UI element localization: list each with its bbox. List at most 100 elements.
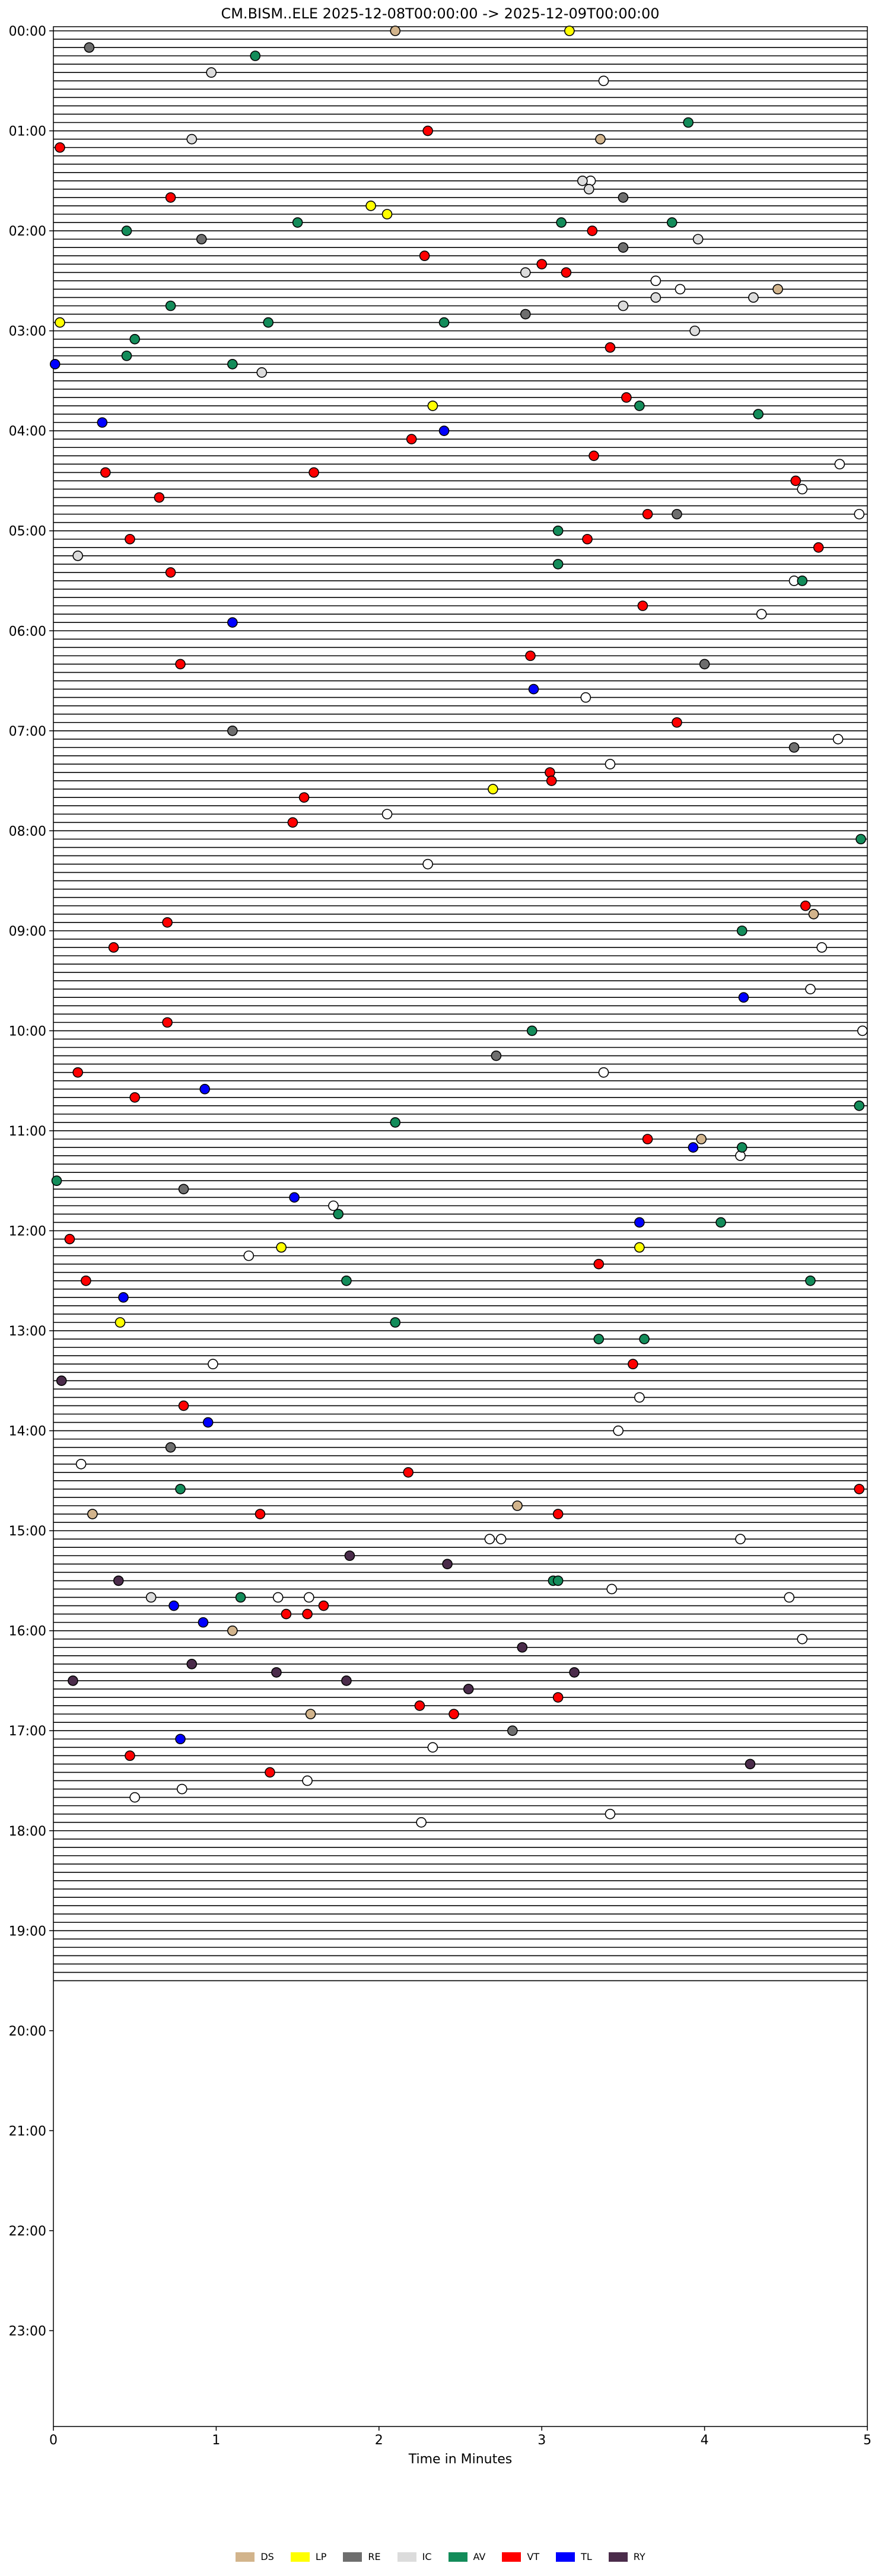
event-marker-re [788, 742, 800, 753]
event-marker-lp [381, 209, 393, 220]
event-marker-ic [857, 1025, 868, 1036]
event-marker-vt [125, 533, 135, 545]
event-marker-ry [271, 1667, 282, 1678]
legend-item: RY [608, 2551, 645, 2562]
event-marker-vt [589, 450, 599, 462]
event-marker-vt [854, 1484, 865, 1494]
event-marker-lp [488, 784, 498, 794]
y-tick-label: 17:00 [9, 1724, 46, 1739]
legend-item: IC [397, 2551, 432, 2562]
legend-label: DS [260, 2551, 274, 2562]
event-marker-ic [606, 1583, 617, 1595]
event-marker-av [333, 1209, 344, 1220]
event-marker-av [175, 1484, 186, 1494]
event-marker-av [736, 926, 748, 936]
event-marker-re [618, 242, 629, 253]
event-marker-ic [650, 292, 661, 303]
event-marker-av [390, 1317, 401, 1328]
event-marker-ic [816, 942, 827, 953]
event-marker-vt [302, 1608, 313, 1620]
x-tick-label: 1 [212, 2433, 220, 2448]
event-marker-ic [416, 1817, 427, 1828]
event-markers [49, 26, 868, 1828]
event-marker-vt [154, 492, 165, 503]
y-tick-label: 18:00 [9, 1824, 46, 1839]
plot-frame [53, 26, 868, 2427]
event-marker-vt [672, 717, 682, 728]
legend-item: DS [236, 2551, 274, 2562]
event-marker-lp [115, 1317, 126, 1328]
event-marker-ic [832, 734, 844, 745]
x-tick-label: 4 [701, 2433, 709, 2448]
y-tick-label: 10:00 [9, 1024, 46, 1039]
event-marker-av [736, 1142, 748, 1153]
event-marker-av [552, 525, 564, 536]
event-marker-vt [582, 533, 593, 545]
event-marker-vt [449, 1709, 459, 1719]
event-marker-vt [165, 192, 176, 203]
event-marker-ds [772, 284, 783, 295]
event-marker-vt [281, 1608, 292, 1620]
event-marker-ic [756, 609, 767, 619]
event-marker-vt [546, 775, 557, 786]
event-marker-ic [381, 809, 393, 820]
event-marker-ic [797, 1633, 808, 1645]
y-tick-label: 19:00 [9, 1924, 46, 1939]
event-marker-vt [414, 1700, 425, 1711]
event-marker-ds [390, 26, 401, 36]
event-marker-ry [344, 1550, 355, 1561]
event-marker-av [165, 300, 176, 311]
event-marker-lp [55, 317, 65, 328]
legend-label: LP [315, 2551, 327, 2562]
event-marker-ds [305, 1709, 316, 1719]
event-marker-ic [618, 300, 629, 311]
event-marker-vt [298, 792, 310, 803]
legend-label: RE [368, 2551, 381, 2562]
y-tick-label: 12:00 [9, 1225, 46, 1239]
event-marker-lp [634, 1242, 645, 1253]
event-marker-tl [97, 417, 108, 428]
event-marker-av [634, 400, 645, 411]
event-marker-av [593, 1334, 605, 1344]
event-marker-ic [605, 759, 616, 769]
x-axis-label: Time in Minutes [408, 2452, 513, 2467]
event-marker-re [618, 192, 629, 203]
event-marker-ds [512, 1500, 523, 1511]
y-tick-label: 08:00 [9, 824, 46, 839]
event-marker-ds [808, 908, 819, 920]
legend-label: VT [527, 2551, 540, 2562]
event-marker-ic [634, 1392, 645, 1403]
legend-label: RY [633, 2551, 645, 2562]
event-marker-ic [520, 267, 531, 278]
event-marker-vt [125, 1750, 135, 1761]
event-marker-vt [419, 250, 430, 262]
event-marker-tl [528, 683, 539, 695]
event-marker-ic [272, 1592, 284, 1603]
legend-item: TL [556, 2551, 592, 2562]
event-marker-ic [186, 133, 198, 145]
y-tick-label: 14:00 [9, 1424, 46, 1439]
legend-item: RE [343, 2551, 381, 2562]
event-marker-ic [748, 292, 759, 303]
event-marker-re [672, 508, 682, 520]
event-marker-ic [805, 984, 816, 994]
event-marker-av [715, 1217, 726, 1228]
event-marker-re [520, 309, 531, 320]
event-marker-av [235, 1592, 246, 1603]
event-marker-vt [552, 1692, 564, 1703]
event-marker-vt [162, 917, 173, 928]
event-marker-av [666, 217, 678, 228]
event-marker-ds [227, 1625, 238, 1636]
event-marker-ds [696, 1134, 707, 1144]
event-marker-vt [642, 1134, 653, 1144]
x-tick-label: 0 [49, 2433, 58, 2448]
y-tick-label: 06:00 [9, 624, 46, 639]
y-axis-ticks: 00:00 01:00 02:00 03:00 04:00 05:00 06:00 07:00… [9, 24, 53, 2339]
event-marker-vt [587, 225, 598, 236]
legend-label: IC [422, 2551, 432, 2562]
event-marker-ry [517, 1642, 528, 1653]
event-marker-av [526, 1025, 537, 1036]
event-marker-ry [186, 1659, 198, 1669]
trace-rows [53, 30, 867, 1982]
